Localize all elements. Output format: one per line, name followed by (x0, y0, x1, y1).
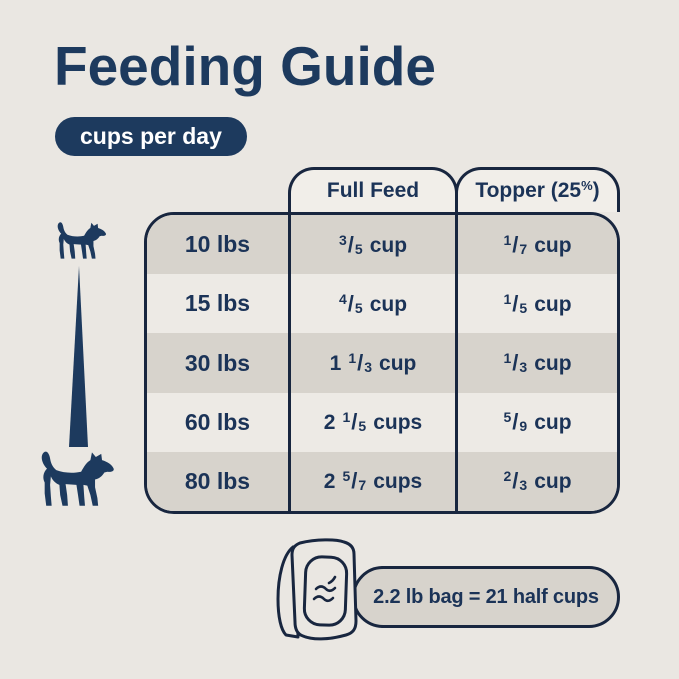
small-dog-icon (57, 222, 107, 259)
table-row: 15 lbs 4/5 cup 1/5 cup (147, 274, 617, 334)
weight-cell: 80 lbs (184, 467, 251, 494)
food-bag-icon (276, 538, 358, 641)
topper-label-close: ) (592, 179, 600, 202)
cups-per-day-badge: cups per day (55, 117, 247, 156)
topper-cell: 1/3 cup (455, 333, 617, 393)
weight-cell: 15 lbs (184, 290, 251, 317)
bag-yield-note: 2.2 lb bag = 21 half cups (352, 566, 620, 628)
full-feed-cell: 2 5/7 cups (288, 451, 455, 511)
column-header-topper: Topper (25%) (455, 167, 620, 212)
full-feed-cell: 2 1/5 cups (288, 392, 455, 452)
table-row: 10 lbs 3/5 cup 1/7 cup (147, 215, 617, 275)
table-row: 60 lbs 2 1/5 cups 5/9 cup (147, 392, 617, 452)
weight-cell: 30 lbs (184, 349, 251, 376)
weight-cell: 10 lbs (184, 231, 251, 258)
table-row: 30 lbs 1 1/3 cup 1/3 cup (147, 333, 617, 393)
topper-cell: 2/3 cup (455, 451, 617, 511)
page-title: Feeding Guide (54, 35, 436, 97)
column-header-full-feed: Full Feed (288, 167, 458, 212)
full-feed-label: Full Feed (326, 179, 420, 202)
full-feed-cell: 4/5 cup (288, 274, 455, 334)
topper-label: Topper (25 (475, 179, 582, 202)
full-feed-cell: 3/5 cup (288, 215, 455, 275)
bag-yield-text: 2.2 lb bag = 21 half cups (373, 585, 599, 608)
topper-cell: 5/9 cup (455, 392, 617, 452)
topper-percent-sup: % (581, 177, 593, 193)
feeding-table: 10 lbs 3/5 cup 1/7 cup 15 lbs 4/5 cup 1/5 cu… (144, 212, 620, 514)
size-range-wedge (69, 266, 88, 447)
full-feed-cell: 1 1/3 cup (288, 333, 455, 393)
table-row: 80 lbs 2 5/7 cups 2/3 cup (147, 451, 617, 511)
topper-cell: 1/5 cup (455, 274, 617, 334)
topper-cell: 1/7 cup (455, 215, 617, 275)
weight-cell: 60 lbs (184, 408, 251, 435)
large-dog-icon (41, 451, 114, 506)
